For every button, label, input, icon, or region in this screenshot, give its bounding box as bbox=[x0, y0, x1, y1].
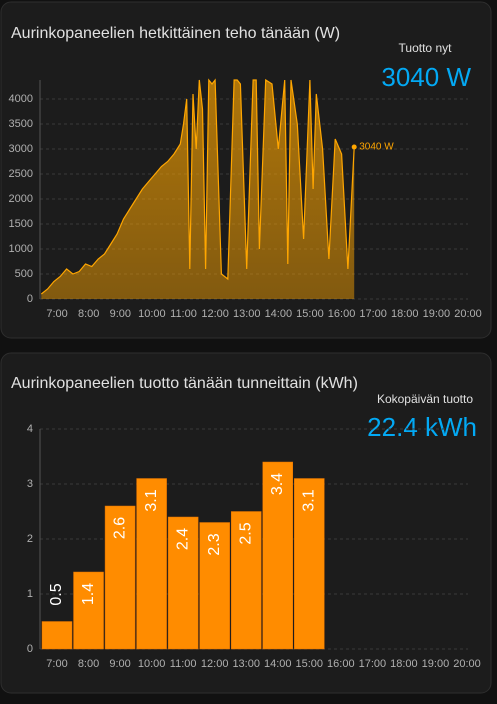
x-tick-label: 18:00 bbox=[390, 658, 418, 670]
end-label: 3040 W bbox=[359, 142, 394, 153]
y-tick-label: 3000 bbox=[9, 143, 33, 155]
y-tick-label: 2500 bbox=[9, 168, 33, 180]
stat-value: 3040 W bbox=[381, 62, 471, 92]
y-tick-label: 3 bbox=[27, 478, 33, 490]
x-tick-label: 17:00 bbox=[359, 308, 387, 320]
line bbox=[40, 78, 355, 295]
y-tick-label: 1000 bbox=[9, 243, 33, 255]
y-tick-label: 1500 bbox=[9, 218, 33, 230]
x-tick-label: 18:00 bbox=[391, 308, 419, 320]
bar bbox=[136, 478, 167, 650]
bar bbox=[294, 478, 325, 650]
x-tick-label: 7:00 bbox=[46, 308, 67, 320]
x-tick-label: 14:00 bbox=[265, 308, 293, 320]
y-tick-label: 1 bbox=[27, 588, 33, 600]
bar-label: 1.4 bbox=[80, 583, 97, 605]
x-tick-label: 15:00 bbox=[296, 658, 324, 670]
x-tick-label: 11:00 bbox=[170, 308, 197, 320]
bar bbox=[104, 505, 136, 650]
end-point bbox=[351, 144, 357, 150]
x-tick-label: 12:00 bbox=[201, 658, 229, 670]
bar-label: 2.4 bbox=[174, 528, 191, 550]
x-tick-label: 7:00 bbox=[46, 658, 67, 670]
y-tick-label: 3500 bbox=[9, 118, 33, 130]
bar-label: 0.5 bbox=[48, 583, 65, 605]
bar bbox=[199, 522, 230, 650]
x-tick-label: 20:00 bbox=[453, 658, 481, 670]
bar-label: 3.1 bbox=[143, 489, 160, 511]
y-tick-label: 2 bbox=[27, 533, 33, 545]
bar-label: 3.4 bbox=[269, 473, 286, 495]
x-tick-label: 13:00 bbox=[233, 308, 261, 320]
bar bbox=[262, 461, 294, 650]
x-tick-label: 9:00 bbox=[109, 658, 130, 670]
y-tick-label: 0 bbox=[27, 293, 33, 305]
bar bbox=[230, 511, 262, 650]
y-tick-label: 500 bbox=[15, 268, 33, 280]
y-tick-label: 4000 bbox=[9, 93, 33, 105]
x-tick-label: 10:00 bbox=[138, 658, 166, 670]
x-tick-label: 19:00 bbox=[423, 308, 451, 320]
bar bbox=[167, 516, 199, 650]
bar-label: 2.3 bbox=[206, 533, 223, 555]
x-tick-label: 16:00 bbox=[327, 658, 355, 670]
area bbox=[41, 80, 355, 299]
bar bbox=[41, 621, 73, 650]
x-tick-label: 16:00 bbox=[328, 308, 356, 320]
bar-label: 3.1 bbox=[301, 489, 318, 511]
x-tick-label: 8:00 bbox=[78, 658, 99, 670]
x-tick-label: 17:00 bbox=[359, 658, 387, 670]
x-tick-label: 8:00 bbox=[78, 308, 99, 320]
x-tick-label: 9:00 bbox=[110, 308, 131, 320]
bar-label: 2.6 bbox=[111, 517, 128, 539]
x-tick-label: 11:00 bbox=[170, 658, 197, 670]
bar bbox=[73, 571, 104, 650]
bar-label: 2.5 bbox=[237, 522, 254, 544]
x-tick-label: 19:00 bbox=[422, 658, 450, 670]
stat-label: Tuotto nyt bbox=[399, 41, 453, 55]
y-tick-label: 2000 bbox=[9, 193, 33, 205]
card-title: Aurinkopaneelien tuotto tänään tunneitta… bbox=[11, 375, 358, 392]
stat-label: Kokopäivän tuotto bbox=[377, 392, 473, 406]
x-tick-label: 20:00 bbox=[454, 308, 482, 320]
x-tick-label: 14:00 bbox=[264, 658, 292, 670]
x-tick-label: 13:00 bbox=[232, 658, 260, 670]
card-title: Aurinkopaneelien hetkittäinen teho tänää… bbox=[11, 25, 340, 42]
x-tick-label: 15:00 bbox=[296, 308, 324, 320]
x-tick-label: 12:00 bbox=[201, 308, 229, 320]
y-tick-label: 4 bbox=[27, 423, 33, 435]
y-tick-label: 0 bbox=[27, 643, 33, 655]
x-tick-label: 10:00 bbox=[138, 308, 166, 320]
stat-value: 22.4 kWh bbox=[367, 412, 477, 442]
